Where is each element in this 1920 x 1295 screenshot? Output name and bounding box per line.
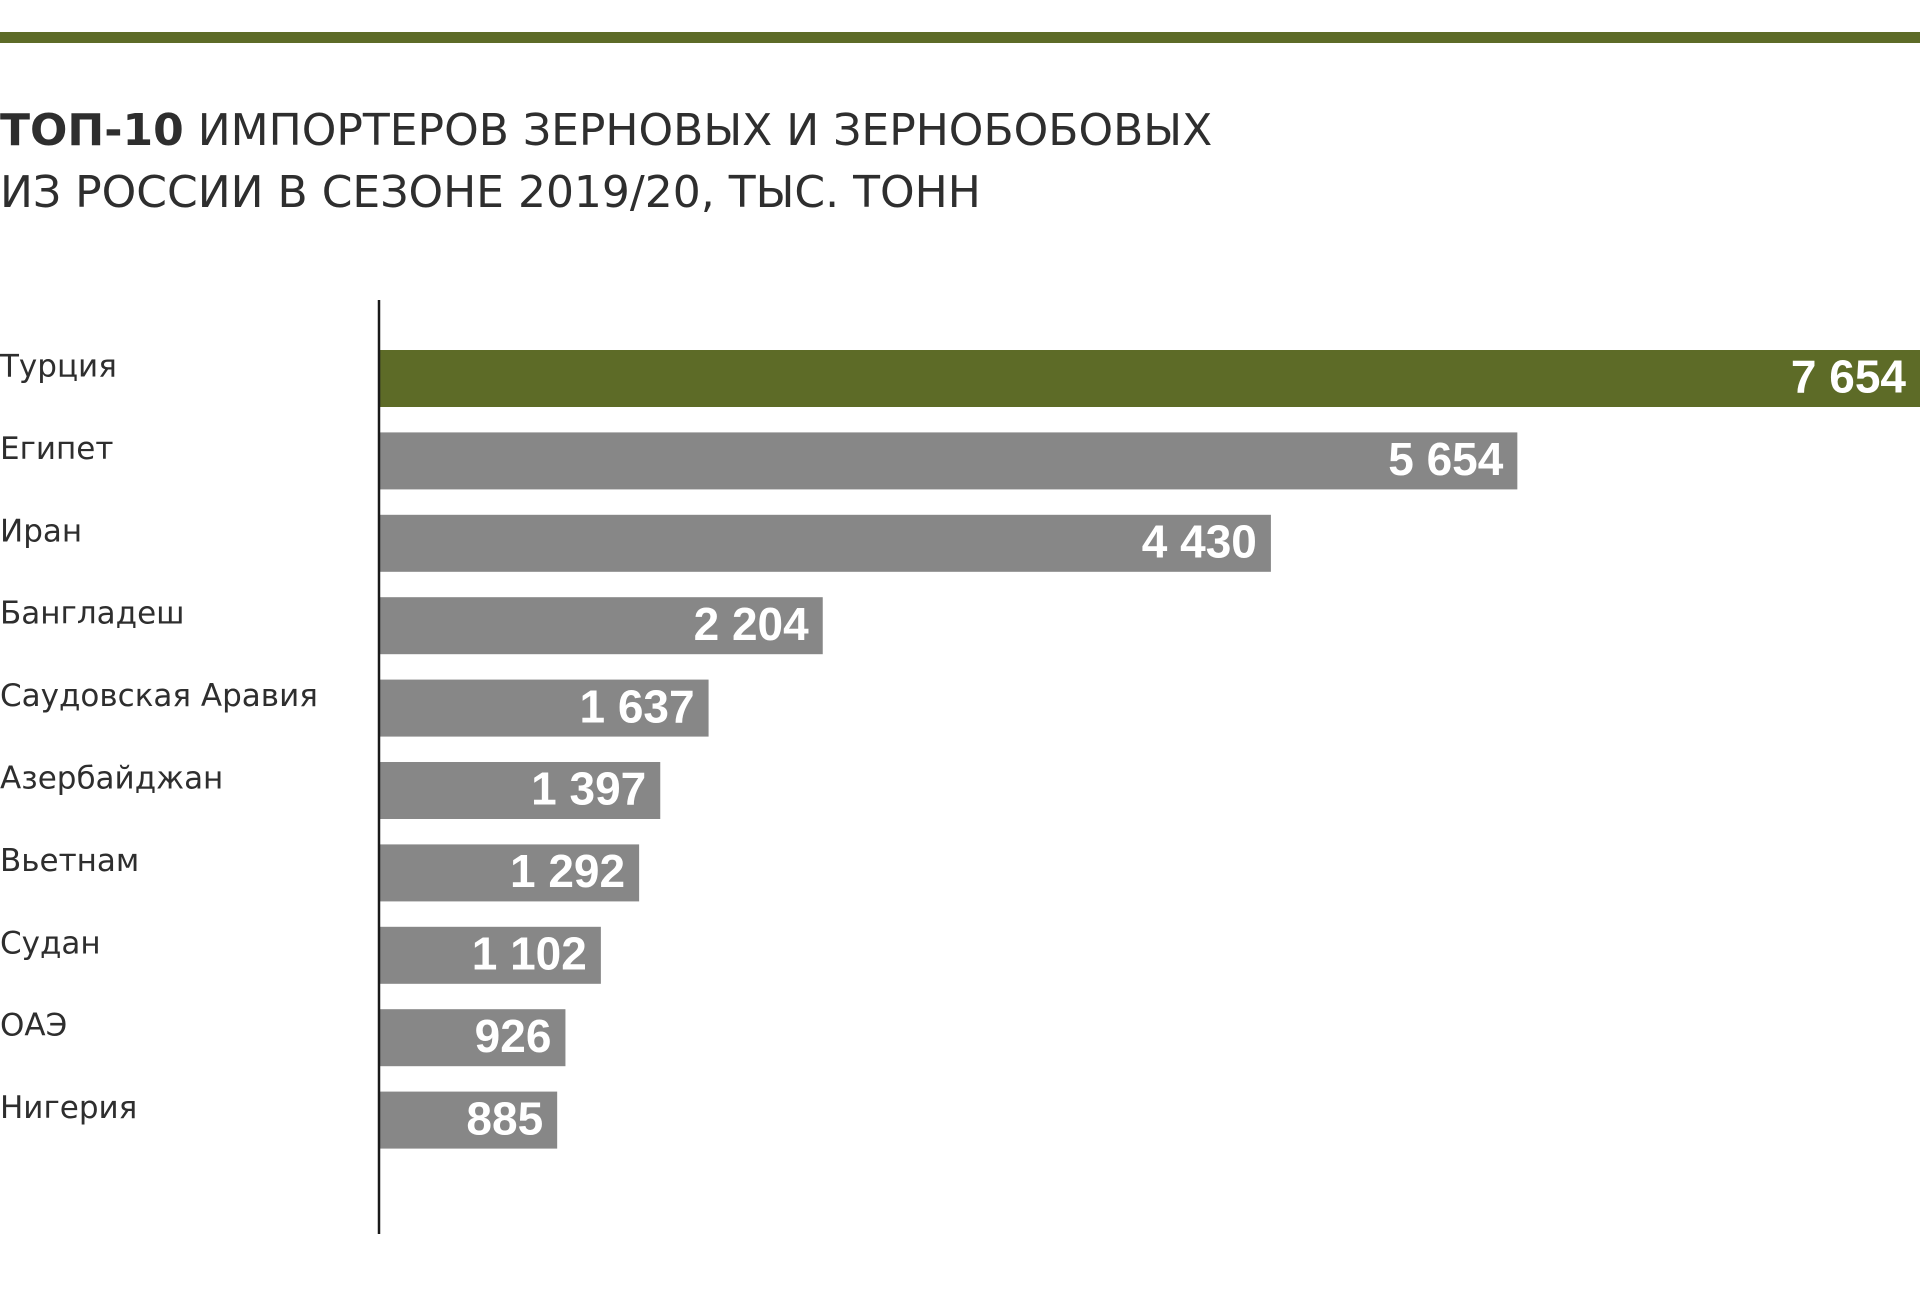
category-label-1: Турция bbox=[0, 349, 117, 385]
category-label-8: Судан bbox=[0, 925, 101, 961]
bar-4 bbox=[379, 597, 823, 655]
value-label-5: 1 637 bbox=[579, 680, 694, 732]
bar-chart: Турция 7 654 Египет 5 654 Иран 4 430 Бангладеш… bbox=[0, 300, 1920, 1234]
bar-3 bbox=[379, 514, 1271, 572]
bar-5 bbox=[379, 679, 709, 737]
value-label-4: 2 204 bbox=[694, 598, 810, 650]
value-label-2: 5 654 bbox=[1388, 433, 1504, 485]
category-label-9: ОАЭ bbox=[0, 1008, 67, 1044]
chart-title-line1: ИМПОРТЕРОВ ЗЕРНОВЫХ И ЗЕРНОБОБОВЫХ bbox=[197, 105, 1213, 156]
category-label-7: Вьетнам bbox=[0, 843, 139, 879]
bar-9 bbox=[379, 1009, 566, 1067]
top-accent-rule bbox=[0, 32, 1920, 43]
chart-title-bold: ТОП-10 bbox=[0, 105, 184, 156]
chart-title-line2: ИЗ РОССИИ В СЕЗОНЕ 2019/20, ТЫС. ТОНН bbox=[0, 167, 981, 218]
category-label-2: Египет bbox=[0, 431, 113, 467]
bar-10 bbox=[379, 1091, 558, 1149]
bar-6 bbox=[379, 762, 661, 819]
category-label-4: Бангладеш bbox=[0, 596, 185, 632]
value-label-9: 926 bbox=[475, 1010, 552, 1062]
category-label-10: Нигерия bbox=[0, 1090, 137, 1126]
value-label-7: 1 292 bbox=[510, 845, 625, 897]
value-label-1: 7 654 bbox=[1791, 351, 1907, 403]
category-label-3: Иран bbox=[0, 513, 82, 549]
bar-7 bbox=[379, 844, 640, 902]
value-label-10: 885 bbox=[466, 1092, 543, 1144]
value-label-8: 1 102 bbox=[472, 927, 587, 979]
category-label-6: Азербайджан bbox=[0, 761, 223, 797]
value-label-3: 4 430 bbox=[1142, 515, 1257, 567]
bar-2 bbox=[379, 432, 1518, 490]
bar-8 bbox=[379, 926, 601, 984]
category-label-5: Саудовская Аравия bbox=[0, 678, 318, 714]
chart-title: ТОП-10 ИМПОРТЕРОВ ЗЕРНОВЫХ И ЗЕРНОБОБОВЫ… bbox=[0, 100, 1212, 224]
value-label-6: 1 397 bbox=[531, 763, 646, 815]
bar-1 bbox=[379, 350, 1920, 407]
